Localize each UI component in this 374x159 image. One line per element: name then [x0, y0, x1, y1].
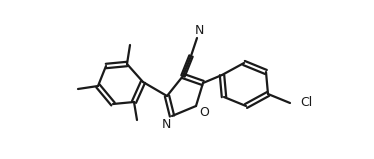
- Text: N: N: [161, 118, 171, 131]
- Text: O: O: [199, 107, 209, 120]
- Text: Cl: Cl: [300, 97, 312, 110]
- Text: N: N: [194, 24, 204, 38]
